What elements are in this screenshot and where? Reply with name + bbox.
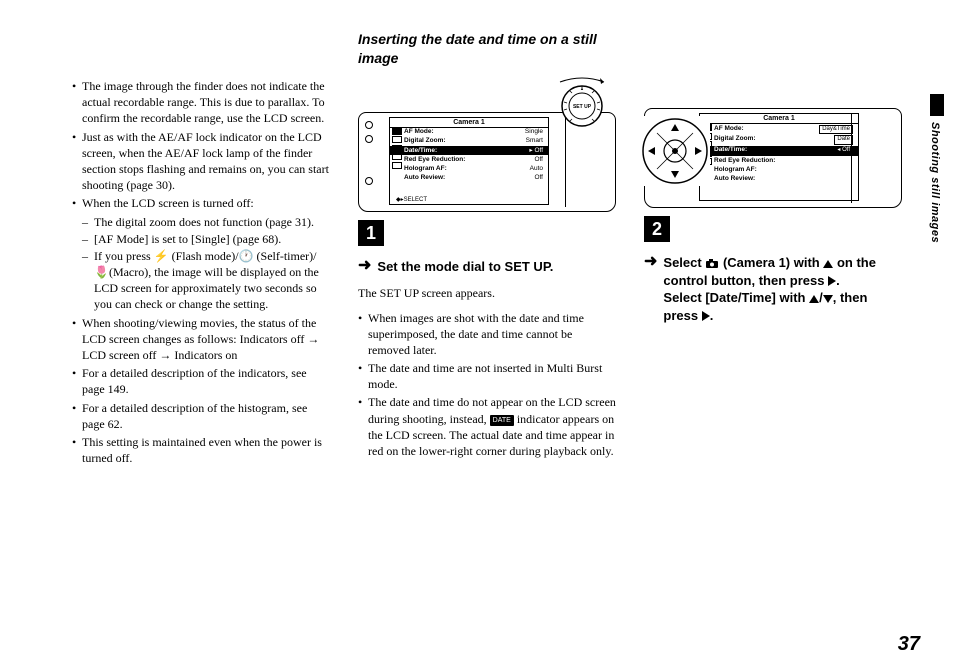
- notes-list: The image through the finder does not in…: [72, 78, 330, 466]
- right-triangle-icon: [828, 276, 836, 286]
- svg-text:SET UP: SET UP: [573, 104, 592, 110]
- step-number-1: 1: [358, 220, 384, 246]
- lcd-header: Camera 1: [700, 114, 858, 124]
- note-item: For a detailed description of the histog…: [72, 400, 330, 432]
- middle-column: Inserting the date and time on a still i…: [358, 30, 616, 468]
- step-1-body: The SET UP screen appears.: [358, 285, 616, 301]
- arrow-right-icon: ➜: [358, 258, 371, 276]
- lcd-header: Camera 1: [390, 118, 548, 128]
- step-number-2: 2: [644, 216, 670, 242]
- lcd-menu-row: Red Eye Reduction:Off: [390, 155, 548, 164]
- camera-figure-2: Camera 1 AF Mode:Day&TimeDigital Zoom:Da…: [644, 78, 902, 208]
- camera-icon: [705, 258, 719, 269]
- left-column: The image through the finder does not in…: [72, 30, 330, 468]
- lcd-menu-row: Auto Review:Off: [390, 173, 548, 182]
- side-tab: Shooting still images: [928, 94, 944, 334]
- right-triangle-icon: [702, 311, 710, 321]
- note-item: This setting is maintained even when the…: [72, 434, 330, 466]
- lcd-menu-row: Date/Time:▸ Off: [390, 146, 548, 155]
- section-title: Inserting the date and time on a still i…: [358, 30, 616, 68]
- note-item: Just as with the AE/AF lock indicator on…: [72, 129, 330, 194]
- lcd-menu-row: Red Eye Reduction:: [700, 156, 858, 165]
- lcd-menu-row: Date/Time:◂ Off: [700, 146, 858, 157]
- lcd-panel-2: Camera 1 AF Mode:Day&TimeDigital Zoom:Da…: [699, 113, 859, 201]
- note-item: When shooting/viewing movies, the status…: [72, 315, 330, 364]
- sub-note: If you press ⚡ (Flash mode)/🕐 (Self-time…: [82, 248, 330, 313]
- up-triangle-icon: [823, 260, 833, 268]
- note-item: The date and time are not inserted in Mu…: [358, 360, 616, 392]
- lcd-menu-row: Digital Zoom:Smart: [390, 137, 548, 146]
- lcd-menu-row: Digital Zoom:Date: [700, 135, 858, 146]
- down-triangle-icon: [823, 295, 833, 303]
- note-item: The date and time do not appear on the L…: [358, 394, 616, 459]
- note-item: When the LCD screen is turned off: The d…: [72, 195, 330, 312]
- sub-note: [AF Mode] is set to [Single] (page 68).: [82, 231, 330, 247]
- right-column: Camera 1 AF Mode:Day&TimeDigital Zoom:Da…: [644, 30, 902, 468]
- lcd-menu-row: Hologram AF:Auto: [390, 164, 548, 173]
- lcd-panel-1: Camera 1 AF Mode:SingleDigital Zoom:Smar…: [389, 117, 549, 205]
- lcd-footer: ◆▸SELECT: [396, 196, 427, 203]
- step-1-heading: ➜ Set the mode dial to SET UP.: [358, 258, 616, 276]
- page-number: 37: [898, 633, 920, 656]
- control-pad-icon: [640, 116, 710, 186]
- side-tab-marker: [930, 94, 944, 116]
- date-badge-icon: DATE: [490, 415, 514, 426]
- lcd-menu-row: Hologram AF:: [700, 166, 858, 175]
- sub-note: The digital zoom does not function (page…: [82, 214, 330, 230]
- lcd-menu-row: Auto Review:: [700, 175, 858, 184]
- step-2-heading: ➜ Select (Camera 1) with on the control …: [644, 254, 902, 324]
- up-triangle-icon: [809, 295, 819, 303]
- note-item: The image through the finder does not in…: [72, 78, 330, 127]
- note-item: For a detailed description of the indica…: [72, 365, 330, 397]
- camera-figure-1: ▲ SET UP: [358, 82, 616, 212]
- arrow-right-icon: ➜: [644, 254, 657, 324]
- lcd-menu-row: AF Mode:Single: [390, 128, 548, 137]
- lcd-menu-row: AF Mode:Day&Time: [700, 124, 858, 135]
- mode-dial-icon: ▲ SET UP: [556, 76, 608, 128]
- note-item: When images are shot with the date and t…: [358, 310, 616, 359]
- side-tab-label: Shooting still images: [929, 122, 941, 243]
- step-1-notes: When images are shot with the date and t…: [358, 310, 616, 460]
